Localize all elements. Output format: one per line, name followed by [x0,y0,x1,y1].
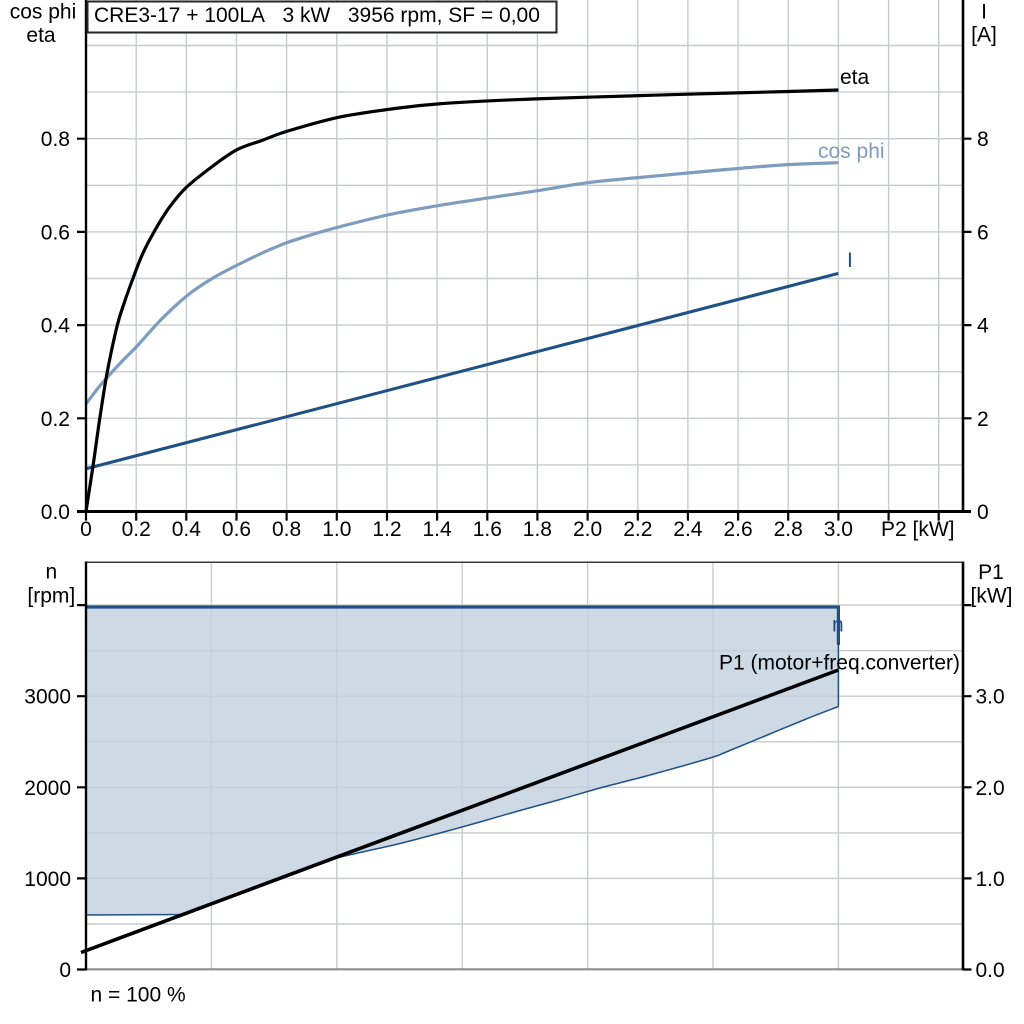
svg-text:2: 2 [977,408,989,431]
svg-text:1.0: 1.0 [976,868,1005,891]
svg-text:0.0: 0.0 [976,959,1005,982]
svg-text:0.4: 0.4 [41,315,71,338]
svg-text:[A]: [A] [971,24,997,47]
svg-text:0.4: 0.4 [172,518,202,541]
svg-text:P1 (motor+freq.converter): P1 (motor+freq.converter) [719,652,960,675]
svg-text:CRE3-17 + 100LA 3 kW 3956: CRE3-17 + 100LA 3 kW 3956 rpm, SF = 0,00 [94,4,540,27]
svg-text:1.0: 1.0 [322,518,351,541]
svg-text:eta: eta [26,24,56,47]
svg-text:2.2: 2.2 [623,518,652,541]
svg-text:1.6: 1.6 [473,518,502,541]
svg-text:1000: 1000 [24,868,71,891]
svg-text:2.6: 2.6 [723,518,752,541]
svg-text:cos phi: cos phi [818,140,885,163]
svg-text:cos phi: cos phi [10,1,77,24]
svg-text:0.8: 0.8 [272,518,301,541]
svg-text:n: n [832,614,844,637]
svg-text:3000: 3000 [24,686,71,709]
svg-text:[kW]: [kW] [971,585,1013,608]
svg-text:I: I [981,1,987,24]
svg-text:I: I [847,249,853,272]
svg-text:0.6: 0.6 [41,221,70,244]
svg-text:3.0: 3.0 [976,686,1005,709]
svg-text:n: n [45,561,57,584]
svg-text:0: 0 [977,501,989,524]
svg-text:0.0: 0.0 [41,501,70,524]
svg-text:1.8: 1.8 [523,518,552,541]
svg-text:0.2: 0.2 [41,408,70,431]
svg-text:4: 4 [977,315,989,338]
svg-text:0.2: 0.2 [122,518,151,541]
svg-text:2.0: 2.0 [573,518,602,541]
svg-text:n = 100 %: n = 100 % [91,984,186,1007]
svg-text:P2 [kW]: P2 [kW] [881,518,955,541]
svg-text:eta: eta [840,66,870,89]
svg-text:2000: 2000 [24,777,71,800]
svg-text:0.6: 0.6 [222,518,251,541]
svg-text:1.2: 1.2 [372,518,401,541]
svg-text:8: 8 [977,128,989,151]
svg-text:0: 0 [59,959,71,982]
svg-text:P1: P1 [978,561,1004,584]
svg-text:3.0: 3.0 [824,518,853,541]
svg-text:2.0: 2.0 [976,777,1005,800]
svg-text:6: 6 [977,221,989,244]
svg-text:2.8: 2.8 [774,518,803,541]
svg-text:1.4: 1.4 [422,518,452,541]
svg-text:2.4: 2.4 [673,518,703,541]
svg-text:0.8: 0.8 [41,128,70,151]
svg-text:[rpm]: [rpm] [27,585,75,608]
svg-text:0: 0 [80,518,92,541]
